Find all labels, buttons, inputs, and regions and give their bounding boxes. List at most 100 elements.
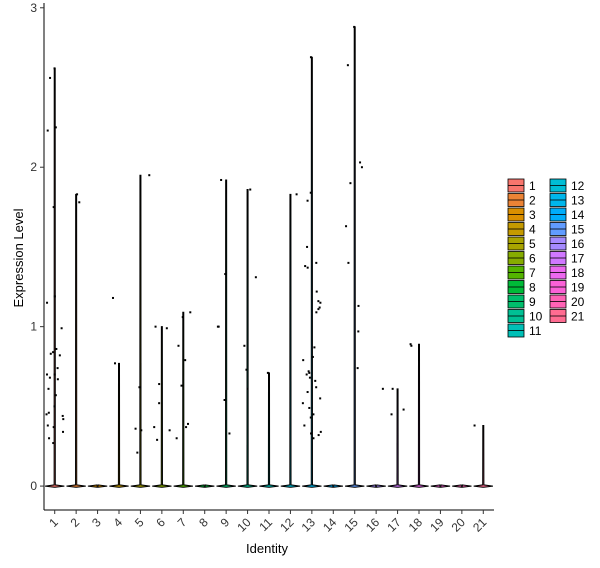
data-point (303, 424, 306, 427)
data-point (246, 387, 249, 390)
data-point (56, 367, 59, 370)
data-point (138, 386, 141, 389)
legend-item: 14 (549, 207, 585, 222)
data-point (310, 432, 313, 435)
data-point (223, 398, 226, 401)
legend-label: 12 (571, 179, 585, 193)
data-point (245, 368, 248, 371)
legend-label: 2 (529, 194, 536, 208)
legend-label: 9 (529, 295, 536, 309)
data-point (76, 193, 79, 196)
data-point (313, 346, 316, 349)
data-point (304, 265, 307, 268)
data-point (154, 325, 157, 328)
data-point (317, 300, 320, 303)
data-point (314, 379, 317, 382)
data-point (308, 376, 311, 379)
violin-20 (452, 484, 472, 488)
data-point (53, 405, 56, 408)
data-point (181, 316, 184, 319)
x-tick-label: 11 (256, 515, 275, 534)
legend-item: 9 (507, 294, 536, 309)
data-point (306, 199, 309, 202)
legend-item: 8 (507, 280, 536, 295)
data-point (249, 188, 252, 191)
data-point (346, 64, 349, 67)
data-point (60, 327, 63, 330)
data-point (357, 330, 360, 333)
data-point (312, 413, 315, 416)
data-point (58, 354, 61, 357)
data-point (156, 438, 159, 441)
legend-item: 7 (507, 265, 536, 280)
violin-13 (302, 56, 322, 488)
data-point (114, 362, 117, 365)
x-tick-label: 16 (363, 515, 383, 535)
data-point (318, 306, 321, 309)
violin-15 (345, 26, 365, 488)
violin-14 (323, 484, 343, 488)
data-point (140, 429, 143, 432)
data-point (53, 373, 56, 376)
x-tick-label: 9 (218, 515, 233, 530)
x-tick-label: 17 (384, 515, 404, 535)
x-tick-label: 19 (427, 515, 447, 535)
data-point (48, 437, 51, 440)
y-tick-label: 1 (30, 320, 37, 334)
legend-item: 12 (549, 178, 585, 193)
data-point (356, 367, 359, 370)
legend-label: 6 (529, 252, 536, 266)
data-point (52, 351, 55, 354)
data-point (216, 325, 219, 328)
data-point (319, 397, 322, 400)
data-point (165, 327, 168, 330)
x-tick-label: 20 (449, 515, 469, 535)
data-point (52, 442, 55, 445)
data-point (153, 426, 156, 429)
legend-item: 16 (549, 236, 585, 251)
data-point (46, 373, 49, 376)
data-point (78, 201, 81, 204)
legend-item: 19 (549, 280, 585, 295)
data-point (49, 76, 52, 79)
data-point (185, 426, 188, 429)
data-point (111, 296, 114, 299)
x-tick-label: 21 (470, 515, 490, 535)
data-point (54, 394, 57, 397)
data-point (301, 402, 304, 405)
data-point (311, 355, 314, 358)
x-axis-ticks: 1 2 3 4 5 6 7 8 9 10 11 12 13 14 15 16 17 18 19 20 21 (46, 510, 490, 535)
x-tick-label: 10 (234, 515, 254, 535)
data-point (187, 422, 190, 425)
y-axis-ticks: 0 1 2 3 (30, 1, 44, 493)
data-point (53, 67, 56, 70)
legend-label: 16 (571, 237, 585, 251)
data-point (136, 451, 139, 454)
data-point (305, 373, 308, 376)
y-axis-title: Expression Level (11, 208, 26, 307)
data-point (61, 414, 64, 417)
data-point (49, 352, 52, 355)
data-point (266, 371, 269, 374)
data-point (45, 413, 48, 416)
legend-item: 20 (549, 294, 585, 309)
x-axis-title: Identity (246, 541, 288, 556)
data-point (243, 344, 246, 347)
data-point (315, 290, 318, 293)
data-point (254, 276, 257, 279)
legend-label: 10 (529, 310, 543, 324)
data-point (46, 301, 49, 304)
violin-3 (87, 484, 108, 488)
legend-label: 11 (529, 324, 542, 338)
data-point (345, 225, 348, 228)
data-point (381, 387, 384, 390)
x-tick-label: 18 (406, 515, 426, 535)
violin-10 (237, 189, 258, 488)
violin-21 (473, 425, 493, 488)
data-point (347, 261, 350, 264)
data-point (52, 426, 55, 429)
x-tick-label: 13 (299, 515, 319, 535)
violin-19 (430, 484, 451, 488)
data-point (473, 424, 476, 427)
